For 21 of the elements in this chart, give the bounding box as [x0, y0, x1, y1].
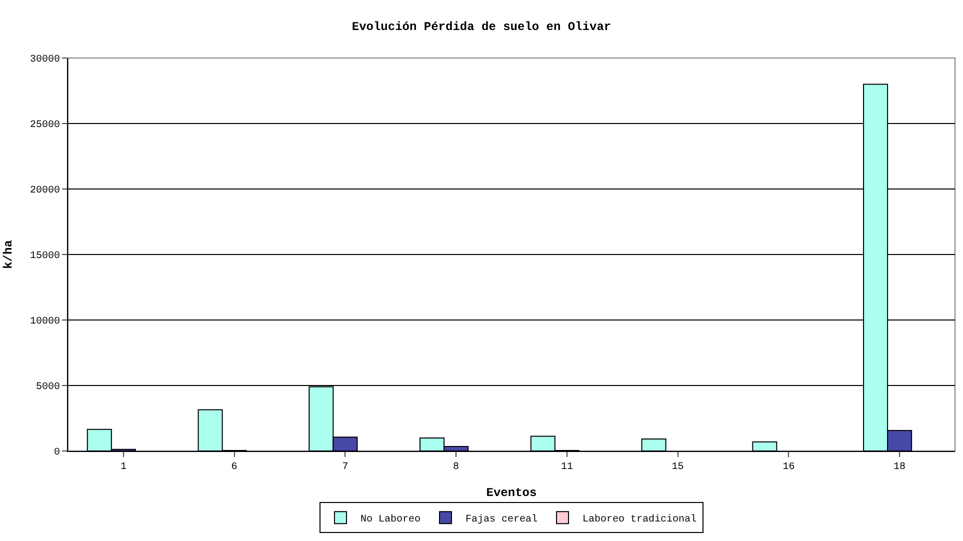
x-tick-label: 8 [453, 462, 460, 473]
legend-label: Fajas cereal [466, 513, 538, 526]
y-tick-label: 20000 [30, 186, 60, 196]
x-tick-label: 15 [672, 462, 684, 473]
y-tick-label: 15000 [30, 251, 60, 262]
x-tick-label: 16 [782, 462, 795, 473]
y-tick-label: 0 [54, 448, 60, 458]
x-tick-label: 18 [894, 462, 906, 473]
x-axis-title: Eventos [486, 486, 537, 500]
y-tick-label: 10000 [30, 316, 60, 328]
y-tick-label: 5000 [36, 382, 60, 393]
chart-title: Evolución Pérdida de suelo en Olivar [352, 20, 612, 34]
y-tick-label: 30000 [30, 54, 60, 66]
y-axis-title: k/ha [1, 240, 16, 269]
legend-label: Laboreo tradicional [582, 513, 697, 526]
y-tick-label: 25000 [30, 120, 60, 131]
x-tick-label: 6 [231, 462, 238, 473]
x-tick-label: 7 [342, 462, 348, 473]
legend-label: No Laboreo [360, 513, 421, 526]
x-tick-label: 1 [120, 462, 126, 473]
x-tick-label: 11 [560, 462, 573, 473]
